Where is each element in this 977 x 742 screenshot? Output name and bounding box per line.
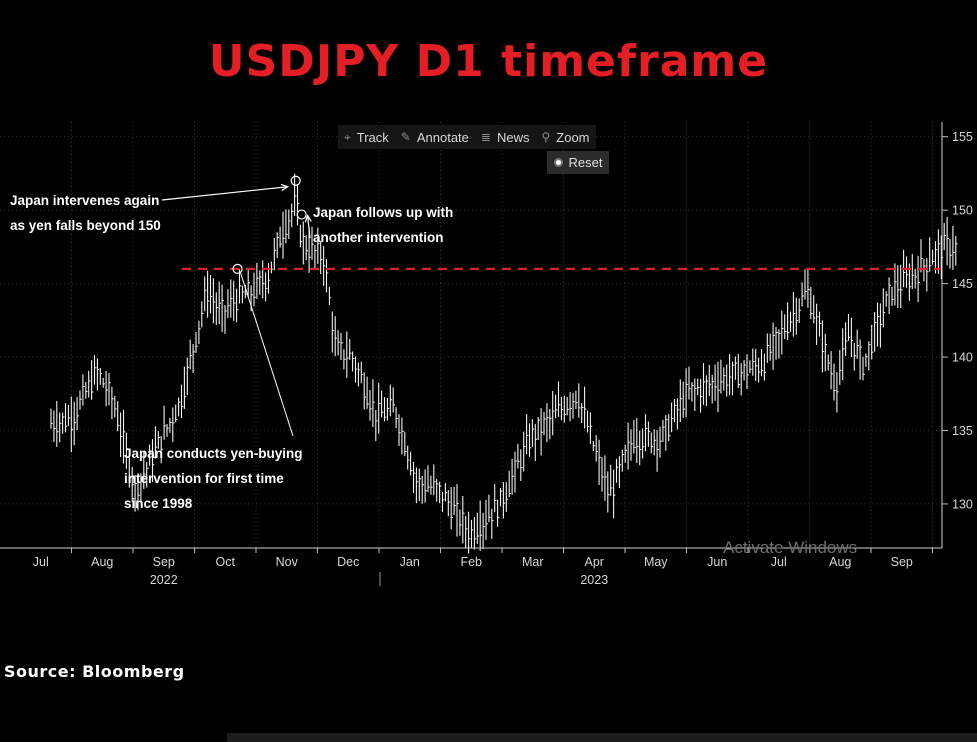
magnifier-icon: ⚲ bbox=[541, 130, 551, 144]
annotation-line: since 1998 bbox=[124, 496, 193, 511]
year-label: 2023 bbox=[580, 573, 608, 587]
pencil-icon: ✎ bbox=[400, 130, 411, 144]
y-tick-label: 145 bbox=[952, 277, 973, 291]
bottom-strip bbox=[227, 733, 977, 742]
intervention-marker bbox=[232, 263, 243, 274]
price-series bbox=[50, 173, 958, 554]
y-tick-label: 130 bbox=[952, 497, 973, 511]
annotate-button[interactable]: ✎ Annotate bbox=[395, 125, 475, 149]
intervention-marker bbox=[290, 175, 301, 186]
x-tick-label: Jun bbox=[707, 555, 727, 569]
news-label: News bbox=[496, 129, 530, 145]
x-tick-label: Aug bbox=[91, 555, 113, 569]
x-tick-label: Sep bbox=[153, 555, 175, 569]
y-tick-label: 150 bbox=[952, 204, 973, 218]
y-tick-label: 135 bbox=[952, 424, 973, 438]
news-icon: ≣ bbox=[480, 130, 491, 144]
pointer-follow-up-head bbox=[304, 214, 312, 223]
pointer-follow-up bbox=[307, 215, 311, 239]
x-tick-label: Jan bbox=[400, 555, 420, 569]
annotation-first-intervention: Japan conducts yen-buying intervention f… bbox=[124, 441, 303, 516]
annotation-line: as yen falls beyond 150 bbox=[10, 218, 161, 233]
x-tick-label: Sep bbox=[891, 555, 913, 569]
annotation-line: intervention for first time bbox=[124, 471, 284, 486]
x-tick-label: Oct bbox=[216, 555, 236, 569]
y-tick-label: 140 bbox=[952, 351, 973, 365]
x-tick-label: Apr bbox=[585, 555, 604, 569]
annotate-label: Annotate bbox=[416, 129, 469, 145]
track-button[interactable]: ⌖ Track bbox=[338, 125, 395, 149]
chart-title: USDJPY D1 timeframe bbox=[208, 36, 769, 87]
news-button[interactable]: ≣ News bbox=[475, 125, 536, 149]
zoom-button[interactable]: ⚲ Zoom bbox=[535, 125, 595, 149]
annotation-pointers bbox=[161, 183, 312, 437]
reset-button[interactable]: Reset bbox=[547, 151, 609, 174]
annotation-line: Japan intervenes again bbox=[10, 193, 160, 208]
x-tick-label: Jul bbox=[33, 555, 49, 569]
axes: Jul Aug Sep Oct Nov Dec Jan Feb Mar Apr May Jun Jul A… bbox=[0, 122, 973, 587]
y-tick-label: 155 bbox=[952, 130, 973, 144]
chart-toolbar: ⌖ Track ✎ Annotate ≣ News ⚲ Zoom bbox=[338, 125, 596, 149]
year-label: 2022 bbox=[150, 573, 178, 587]
reset-label: Reset bbox=[568, 155, 603, 170]
gridlines bbox=[0, 122, 942, 548]
x-tick-label: Dec bbox=[337, 555, 359, 569]
annotation-follow-up: Japan follows up with another interventi… bbox=[313, 200, 453, 250]
annotation-line: Japan follows up with bbox=[313, 205, 454, 220]
pointer-first-intervention bbox=[240, 272, 294, 437]
annotation-intervene-again: Japan intervenes again as yen falls beyo… bbox=[10, 188, 161, 238]
x-tick-label: May bbox=[644, 555, 668, 569]
reset-icon bbox=[553, 158, 563, 167]
pointer-intervene-again-head bbox=[280, 183, 290, 191]
zoom-label: Zoom bbox=[556, 129, 590, 145]
intervention-marker bbox=[296, 209, 307, 220]
activate-windows-watermark: Activate Windows bbox=[723, 538, 858, 557]
x-tick-label: Mar bbox=[522, 555, 544, 569]
source-note: Source: Bloomberg bbox=[4, 662, 185, 681]
track-label: Track bbox=[356, 129, 389, 145]
crosshair-icon: ⌖ bbox=[344, 129, 351, 144]
x-tick-label: Nov bbox=[276, 555, 299, 569]
pointer-intervene-again bbox=[161, 186, 288, 201]
annotation-line: another intervention bbox=[313, 230, 444, 245]
x-tick-label: Feb bbox=[460, 555, 482, 569]
annotation-line: Japan conducts yen-buying bbox=[124, 446, 303, 461]
intervention-markers bbox=[232, 175, 307, 274]
x-tick-label: Jul bbox=[771, 555, 787, 569]
x-tick-label: Aug bbox=[829, 555, 851, 569]
